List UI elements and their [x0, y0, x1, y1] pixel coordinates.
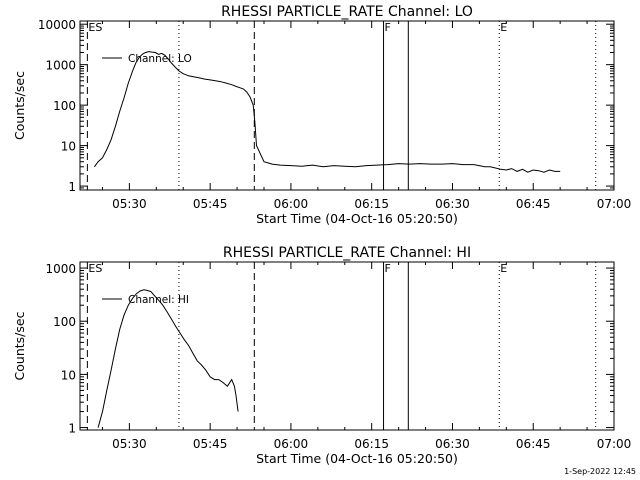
x-tick-label: 07:00: [597, 437, 632, 451]
event-label: F: [385, 262, 391, 275]
x-tick-label: 05:45: [193, 197, 228, 211]
legend-label: Channel: LO: [128, 53, 192, 65]
plot-frame: [79, 20, 615, 191]
event-label: E: [500, 262, 507, 275]
chart-title: RHESSI PARTICLE_RATE Channel: HI: [223, 245, 471, 261]
chart-title: RHESSI PARTICLE_RATE Channel: LO: [221, 4, 473, 20]
plot-frame: [79, 261, 615, 431]
x-tick-label: 06:45: [516, 197, 551, 211]
y-tick-label: 100: [53, 315, 76, 329]
legend-label: Channel: HI: [128, 294, 189, 306]
y-tick-label: 1: [68, 422, 76, 436]
x-tick-label: 06:30: [435, 197, 470, 211]
event-label: F: [385, 21, 391, 34]
x-axis-title: Start Time (04-Oct-16 05:20:50): [256, 451, 458, 466]
x-tick-label: 06:45: [516, 437, 551, 451]
x-tick-label: 06:15: [354, 197, 389, 211]
x-tick-label: 05:30: [112, 437, 147, 451]
event-label: E: [500, 21, 507, 34]
x-tick-label: 06:00: [274, 197, 309, 211]
x-tick-label: 06:30: [435, 437, 470, 451]
x-tick-label: 06:15: [354, 437, 389, 451]
y-tick-label: 10: [61, 140, 76, 154]
series-line: [93, 51, 561, 173]
event-label: ES: [88, 21, 102, 34]
y-tick-label: 1000: [45, 262, 76, 276]
y-axis-title: Counts/sec: [12, 71, 27, 140]
y-axis-title: Counts/sec: [12, 311, 27, 380]
event-label: ES: [88, 262, 102, 275]
x-axis-title: Start Time (04-Oct-16 05:20:50): [256, 211, 458, 226]
footer-timestamp: 1-Sep-2022 12:45: [564, 467, 636, 476]
x-tick-label: 06:00: [274, 437, 309, 451]
y-tick-label: 10000: [38, 18, 76, 32]
y-tick-label: 100: [53, 99, 76, 113]
chart-panel-1: RHESSI PARTICLE_RATE Channel: HI 05:30 05:…: [12, 245, 631, 466]
x-tick-label: 07:00: [597, 197, 632, 211]
x-tick-label: 05:30: [112, 197, 147, 211]
x-tick-label: 05:45: [193, 437, 228, 451]
chart-panel-0: RHESSI PARTICLE_RATE Channel: LO 05:30 05:…: [12, 4, 631, 226]
series-line: [97, 289, 239, 428]
y-tick-label: 10: [61, 368, 76, 382]
y-tick-label: 1000: [45, 59, 76, 73]
y-tick-label: 1: [68, 180, 76, 194]
